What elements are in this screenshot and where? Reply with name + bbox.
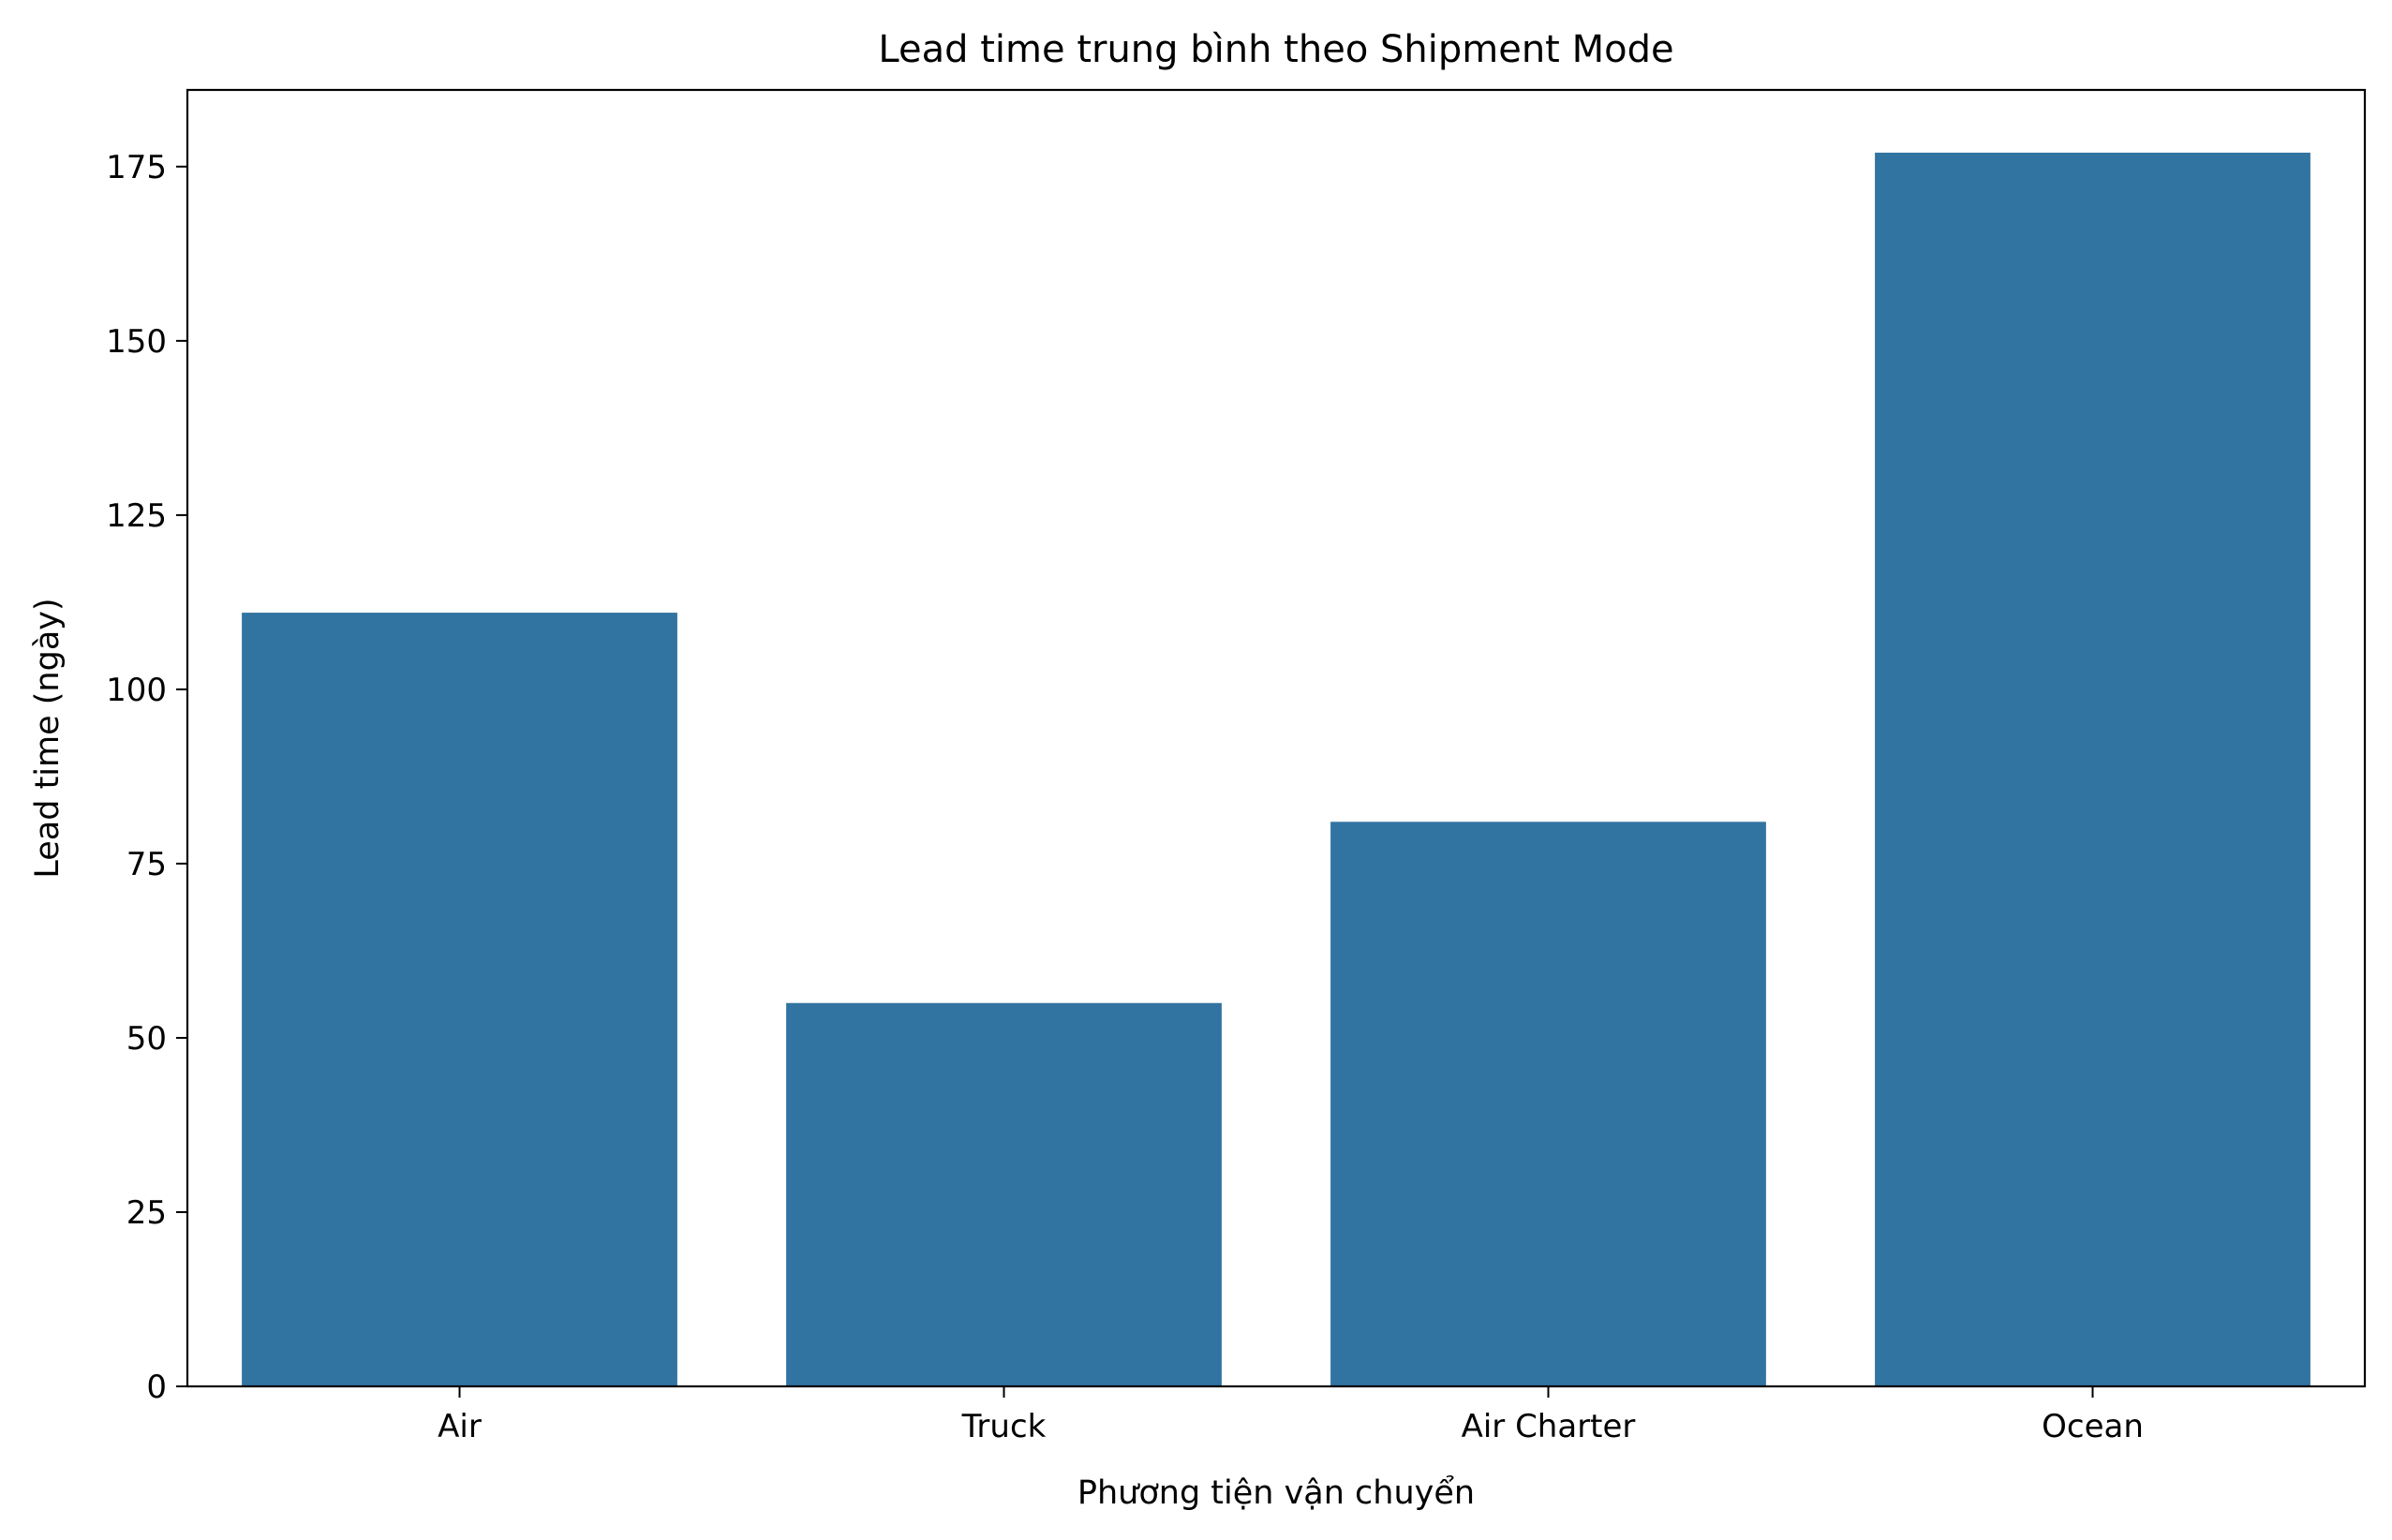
plot-frame <box>186 88 2367 1388</box>
x-tick-label: Ocean <box>2042 1408 2144 1445</box>
bar-air-charter <box>1330 822 1766 1386</box>
bars-group <box>242 152 2310 1386</box>
y-tick-label: 100 <box>106 672 167 709</box>
bar-truck <box>786 1002 1222 1386</box>
chart-title: Lead time trung bình theo Shipment Mode <box>878 28 1673 71</box>
x-axis: Air Truck Air Charter Ocean <box>438 1386 2144 1445</box>
y-tick-label: 0 <box>146 1369 167 1406</box>
y-tick-label: 175 <box>106 149 167 186</box>
y-tick-label: 50 <box>126 1020 167 1058</box>
y-tick-label: 25 <box>126 1194 167 1232</box>
y-axis: 0 25 50 75 100 125 150 175 <box>106 149 187 1406</box>
y-tick-label: 125 <box>106 497 167 535</box>
x-tick-label: Truck <box>961 1408 1047 1445</box>
x-axis-label: Phương tiện vận chuyển <box>1077 1473 1475 1512</box>
x-tick-label: Air Charter <box>1462 1408 1636 1445</box>
bar-air <box>242 613 677 1386</box>
y-tick-label: 75 <box>126 846 167 883</box>
y-tick-label: 150 <box>106 323 167 361</box>
bar-ocean <box>1875 152 2310 1386</box>
x-tick-label: Air <box>438 1408 482 1445</box>
y-axis-label: Lead time (ngày) <box>29 598 67 878</box>
